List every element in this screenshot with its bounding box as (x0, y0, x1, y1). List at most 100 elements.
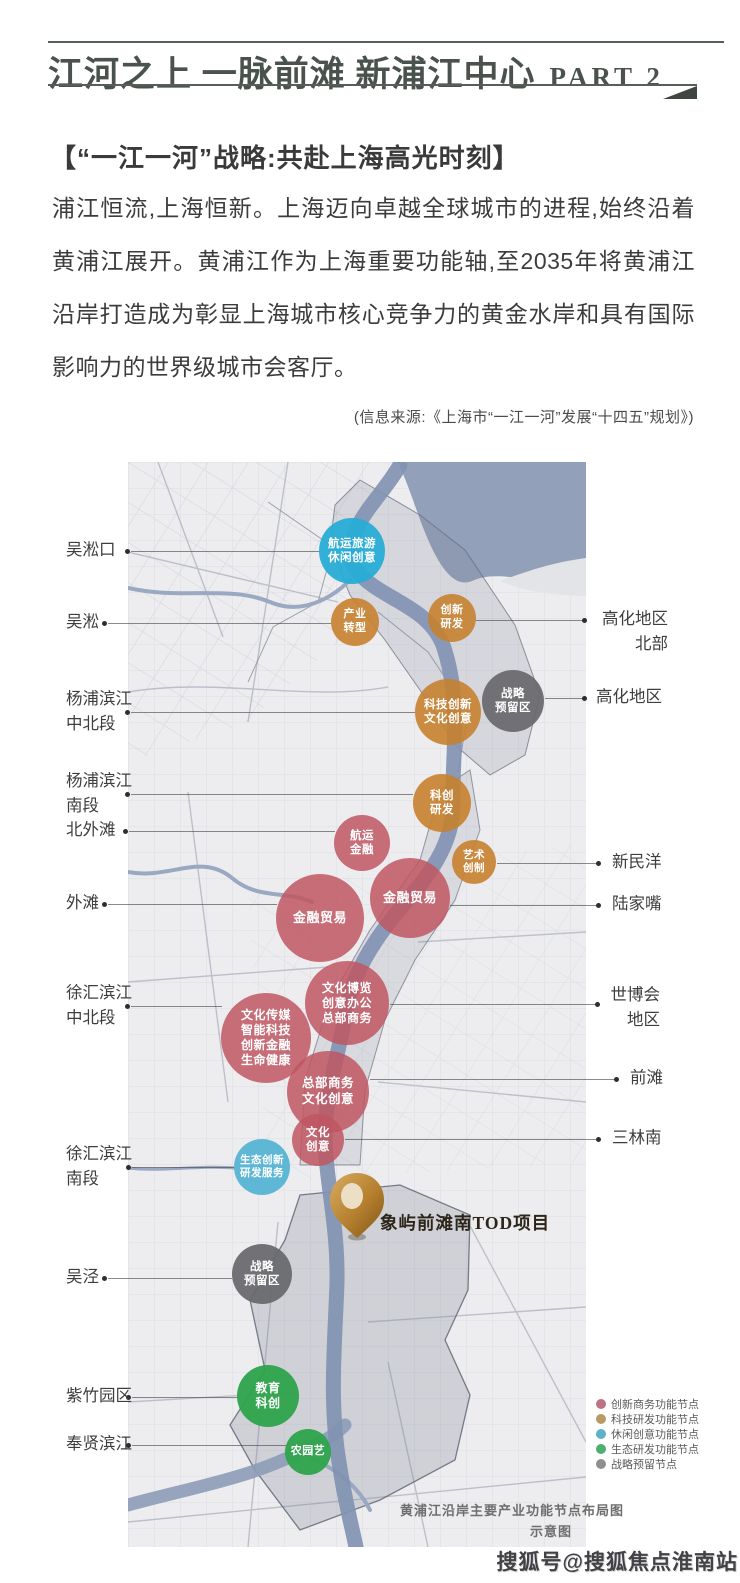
map-label-wujing: 吴泾 (66, 1268, 99, 1286)
legend-label: 科技研发功能节点 (611, 1413, 699, 1426)
label-dot (596, 903, 601, 908)
source-note: (信息来源:《上海市“一江一河”发展“十四五”规划》) (353, 409, 694, 426)
map-label-wusongkou: 吴淞口 (66, 541, 116, 559)
node-strategic-reserve-top: 战略 预留区 (482, 670, 544, 732)
node-shipping-finance: 航运 金融 (334, 815, 390, 871)
page-title: 江河之上 一脉前滩 新浦江中心 PART 2 (48, 46, 708, 97)
map-label-fengxian: 奉贤滨江 (66, 1435, 132, 1453)
legend-item: 休闲创意功能节点 (596, 1426, 699, 1441)
node-agri-garden: 农园艺 (285, 1429, 331, 1475)
map-label-yangpu-north: 杨浦滨江 中北段 (66, 690, 132, 733)
legend-dot-business (596, 1398, 606, 1409)
node-art-creation: 艺术 创制 (452, 840, 496, 884)
node-finance-trade-west: 金融贸易 (276, 874, 364, 962)
leader-line (132, 1167, 234, 1168)
legend-dot-eco (596, 1443, 606, 1454)
map-label-gaohua-north: 高化地区 北部 (602, 610, 668, 653)
sohu-watermark: 搜狐号@搜狐焦点淮南站 (496, 1551, 738, 1574)
label-dot (582, 618, 587, 623)
leader-line (450, 905, 598, 906)
label-dot (595, 1002, 600, 1007)
label-dot (125, 792, 130, 797)
node-finance-trade-east: 金融贸易 (370, 858, 450, 938)
map-label-xuhui-south: 徐汇滨江 南段 (66, 1145, 132, 1188)
label-dot (125, 1004, 130, 1009)
leader-line (131, 551, 319, 552)
body-paragraph: 浦江恒流,上海恒新。上海迈向卓越全球城市的进程,始终沿着黄浦江展开。黄浦江作为上… (52, 195, 695, 380)
node-kechuang-rd: 科创 研发 (413, 774, 471, 832)
label-dot (614, 1077, 619, 1082)
legend-label: 休闲创意功能节点 (611, 1428, 699, 1441)
map-label-xuhui-north: 徐汇滨江 中北段 (66, 984, 132, 1027)
node-tech-culture: 科技创新 文化创意 (415, 679, 481, 745)
map-legend: 创新商务功能节点 科技研发功能节点 休闲创意功能节点 生态研发功能节点 战略预留… (596, 1396, 699, 1471)
legend-item: 科技研发功能节点 (596, 1411, 699, 1426)
leader-line (108, 904, 277, 905)
node-shipping-tourism: 航运旅游 休闲创意 (319, 518, 385, 584)
legend-item: 生态研发功能节点 (596, 1441, 699, 1456)
leader-line (132, 1397, 238, 1398)
map-caption-line1: 黄浦江沿岸主要产业功能节点布局图 (400, 1503, 625, 1518)
leader-line (108, 623, 331, 624)
label-dot (102, 621, 107, 626)
page-title-part: PART 2 (549, 62, 664, 92)
legend-item: 战略预留节点 (596, 1456, 699, 1471)
legend-item: 创新商务功能节点 (596, 1396, 699, 1411)
label-dot (126, 1165, 131, 1170)
node-industry-transform: 产业 转型 (331, 598, 379, 646)
header-top-rule (48, 41, 724, 43)
leader-line (545, 698, 584, 699)
leader-line (131, 712, 415, 713)
leader-line (476, 620, 584, 621)
node-culture-expo-office: 文化博览 创意办公 总部商务 (305, 961, 389, 1045)
leader-line (131, 794, 413, 795)
node-innovation-rd: 创新 研发 (428, 594, 476, 642)
leader-line (497, 863, 598, 864)
label-dot (125, 549, 130, 554)
leader-line (131, 1006, 222, 1007)
node-strategic-reserve-bottom: 战略 预留区 (232, 1244, 292, 1304)
legend-dot-strategic (596, 1458, 606, 1469)
leader-line (370, 1079, 616, 1080)
node-education-kechuang: 教育 科创 (237, 1365, 299, 1427)
node-eco-innovation-service: 生态创新 研发服务 (234, 1139, 290, 1195)
map-label-qiantan: 前滩 (630, 1069, 663, 1087)
leader-line (108, 1278, 232, 1279)
map-label-shibohui: 世博会 地区 (610, 986, 661, 1029)
map-label-wusong: 吴淞 (66, 613, 99, 631)
legend-label: 战略预留节点 (611, 1458, 677, 1471)
label-dot (126, 1443, 131, 1448)
map-label-zizhu: 紫竹园区 (66, 1387, 132, 1405)
label-dot (596, 1137, 601, 1142)
map-label-lujiazui: 陆家嘴 (612, 895, 662, 913)
label-dot (126, 1395, 131, 1400)
page-title-text: 江河之上 一脉前滩 新浦江中心 (48, 55, 536, 94)
map-label-beiwaitan: 北外滩 (66, 821, 116, 839)
legend-label: 创新商务功能节点 (611, 1398, 699, 1411)
legend-dot-leisure (596, 1428, 606, 1439)
leader-line (345, 1139, 598, 1140)
legend-label: 生态研发功能节点 (611, 1443, 699, 1456)
leader-line (132, 1445, 286, 1446)
map-caption-line2: 示意图 (530, 1524, 573, 1539)
map-label-xinminyang: 新民洋 (612, 853, 662, 871)
legend-dot-tech (596, 1413, 606, 1424)
label-dot (102, 1276, 107, 1281)
label-dot (102, 902, 107, 907)
project-pin (330, 1173, 384, 1241)
header-triangle-ornament (663, 86, 697, 99)
map-label-yangpu-south: 杨浦滨江 南段 (66, 772, 132, 815)
map-label-sanlinnan: 三林南 (612, 1129, 662, 1147)
label-dot (596, 861, 601, 866)
label-dot (123, 829, 128, 834)
leader-line (390, 1004, 597, 1005)
section-subtitle: 【“一江一河”战略:共赴上海高光时刻】 (50, 143, 520, 173)
map-label-waitan: 外滩 (66, 894, 99, 912)
header-bottom-rule (48, 84, 697, 86)
project-pin-label: 象屿前滩南TOD项目 (380, 1213, 551, 1233)
leader-line (129, 831, 335, 832)
label-dot (125, 710, 130, 715)
node-culture-creative: 文化 创意 (292, 1114, 344, 1166)
label-dot (582, 696, 587, 701)
